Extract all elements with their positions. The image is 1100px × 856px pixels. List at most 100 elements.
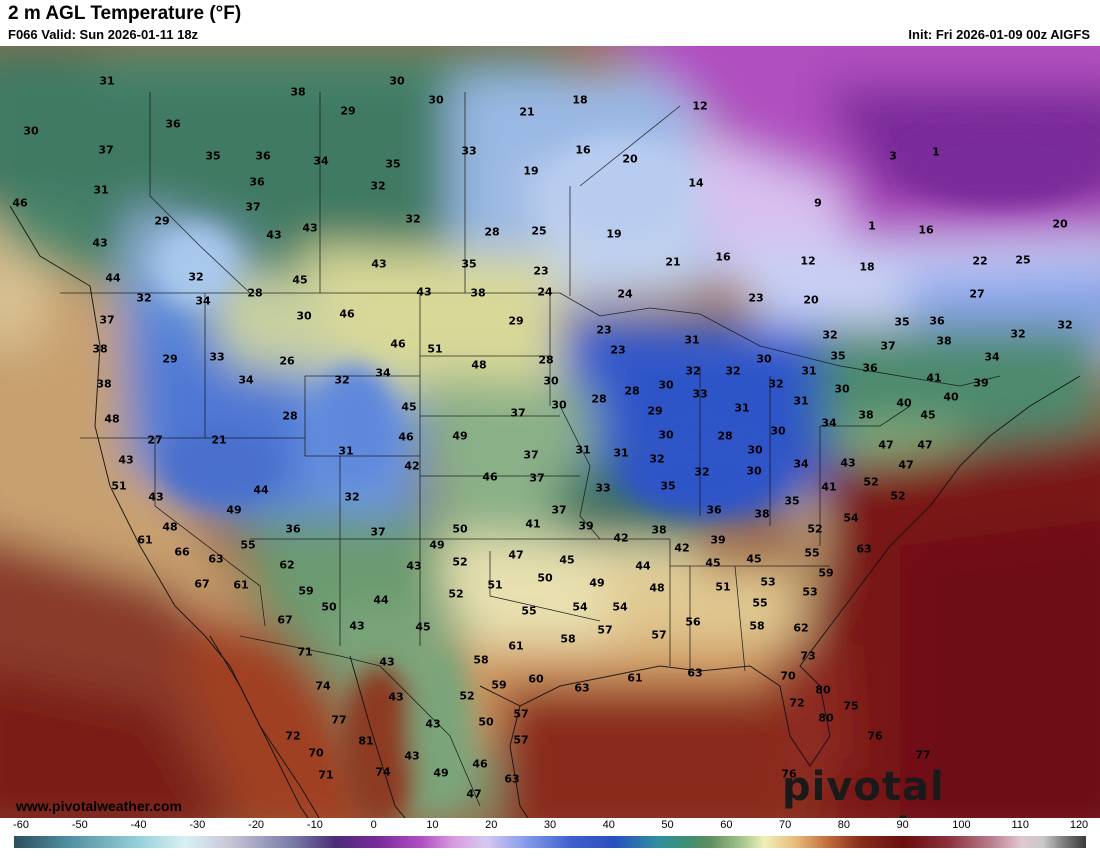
- temperature-label: 27: [147, 433, 163, 447]
- temperature-map: 31 30 38 30 18 12 29 21 30 36 37 35 36 33 16 20 3 1 34 35 19…: [0, 46, 1100, 818]
- temperature-label: 43: [349, 619, 365, 633]
- temperature-label: 28: [624, 384, 640, 398]
- temperature-label: 47: [508, 548, 524, 562]
- temperature-label: 33: [461, 144, 477, 158]
- temperature-label: 33: [209, 350, 225, 364]
- temperature-label: 50: [537, 571, 553, 585]
- temperature-label: 36: [862, 361, 878, 375]
- temperature-label: 43: [406, 559, 422, 573]
- temperature-label: 46: [398, 430, 414, 444]
- temperature-label: 72: [285, 729, 301, 743]
- temperature-label: 31: [338, 444, 354, 458]
- temperature-label: 36: [255, 149, 271, 163]
- temperature-label: 61: [627, 671, 643, 685]
- temperature-label: 30: [756, 352, 772, 366]
- temperature-label: 30: [658, 378, 674, 392]
- temperature-label: 52: [863, 475, 879, 489]
- temperature-label: 74: [315, 679, 331, 693]
- temperature-label: 61: [508, 639, 524, 653]
- temperature-label: 59: [298, 584, 314, 598]
- temperature-label: 28: [282, 409, 298, 423]
- temperature-label: 9: [814, 196, 822, 210]
- temperature-label: 45: [401, 400, 417, 414]
- temperature-label: 3: [889, 149, 897, 163]
- temperature-label: 25: [1015, 253, 1031, 267]
- temperature-label: 58: [560, 632, 576, 646]
- temperature-label: 23: [533, 264, 549, 278]
- temperature-label: 52: [459, 689, 475, 703]
- colorbar-tick-label: 60: [720, 819, 733, 831]
- temperature-label: 30: [834, 382, 850, 396]
- temperature-label: 30: [747, 443, 763, 457]
- temperature-label: 63: [574, 681, 590, 695]
- temperature-label: 47: [898, 458, 914, 472]
- temperature-label: 49: [452, 429, 468, 443]
- temperature-label: 57: [513, 733, 529, 747]
- temperature-label: 47: [878, 438, 894, 452]
- temperature-label: 72: [789, 696, 805, 710]
- temperature-label: 37: [523, 448, 539, 462]
- temperature-label: 28: [717, 429, 733, 443]
- temperature-label: 58: [749, 619, 765, 633]
- temperature-label: 41: [525, 517, 541, 531]
- temperature-label: 39: [973, 376, 989, 390]
- temperature-label: 48: [104, 412, 120, 426]
- temperature-label: 37: [551, 503, 567, 517]
- temperature-label: 30: [23, 124, 39, 138]
- temperature-label: 34: [195, 294, 211, 308]
- temperature-label: 44: [373, 593, 389, 607]
- temperature-label: 77: [331, 713, 347, 727]
- temperature-label: 57: [513, 707, 529, 721]
- temperature-label: 32: [188, 270, 204, 284]
- website-watermark: www.pivotalweather.com: [16, 798, 182, 814]
- temperature-label: 28: [538, 353, 554, 367]
- temperature-label: 40: [943, 390, 959, 404]
- temperature-label: 35: [894, 315, 910, 329]
- temperature-label: 45: [920, 408, 936, 422]
- temperature-label: 33: [595, 481, 611, 495]
- temperature-label: 38: [290, 85, 306, 99]
- temperature-label: 46: [482, 470, 498, 484]
- colorbar-ticks: -60 -50 -40 -30 -20 -10 0 10 20 30 40 50 60 70 80 90 100…: [0, 818, 1100, 834]
- temperature-label: 62: [793, 621, 809, 635]
- colorbar-tick-label: 30: [543, 819, 557, 831]
- temperature-label: 29: [647, 404, 663, 418]
- temperature-label: 37: [245, 200, 261, 214]
- temperature-label: 32: [136, 291, 152, 305]
- colorbar-tick-label: -50: [71, 819, 88, 831]
- temperature-label: 29: [340, 104, 356, 118]
- temperature-label: 18: [572, 93, 588, 107]
- temperature-label: 80: [815, 683, 831, 697]
- temperature-label: 30: [746, 464, 762, 478]
- temperature-label: 43: [388, 690, 404, 704]
- temperature-label: 31: [613, 446, 629, 460]
- temperature-label: 25: [531, 224, 547, 238]
- temperature-label: 49: [433, 766, 449, 780]
- temperature-label: 23: [748, 291, 764, 305]
- temperature-label: 55: [521, 604, 537, 618]
- temperature-label: 43: [148, 490, 164, 504]
- temperature-label: 12: [692, 99, 708, 113]
- colorbar-tick-label: 70: [778, 819, 792, 831]
- temperature-label: 77: [915, 748, 931, 762]
- temperature-label: 21: [211, 433, 227, 447]
- temperature-label: 63: [856, 542, 872, 556]
- temperature-label: 30: [658, 428, 674, 442]
- temperature-label: 38: [92, 342, 108, 356]
- temperature-label: 20: [622, 152, 638, 166]
- init-time: Init: Fri 2026-01-09 00z AIGFS: [908, 27, 1090, 42]
- temperature-label: 35: [385, 157, 401, 171]
- temperature-label: 30: [296, 309, 312, 323]
- temperature-label: 30: [428, 93, 444, 107]
- temperature-label: 21: [519, 105, 535, 119]
- temperature-label: 29: [508, 314, 524, 328]
- temperature-label: 42: [404, 459, 420, 473]
- colorbar-tick-label: 20: [485, 819, 498, 831]
- temperature-label: 41: [821, 480, 837, 494]
- temperature-labels: 31 30 38 30 18 12 29 21 30 36 37 35 36 33 16 20 3 1 34 35 19…: [0, 46, 1100, 818]
- temperature-label: 76: [867, 729, 883, 743]
- temperature-label: 31: [684, 333, 700, 347]
- temperature-label: 49: [589, 576, 605, 590]
- temperature-label: 30: [543, 374, 559, 388]
- temperature-label: 38: [96, 377, 112, 391]
